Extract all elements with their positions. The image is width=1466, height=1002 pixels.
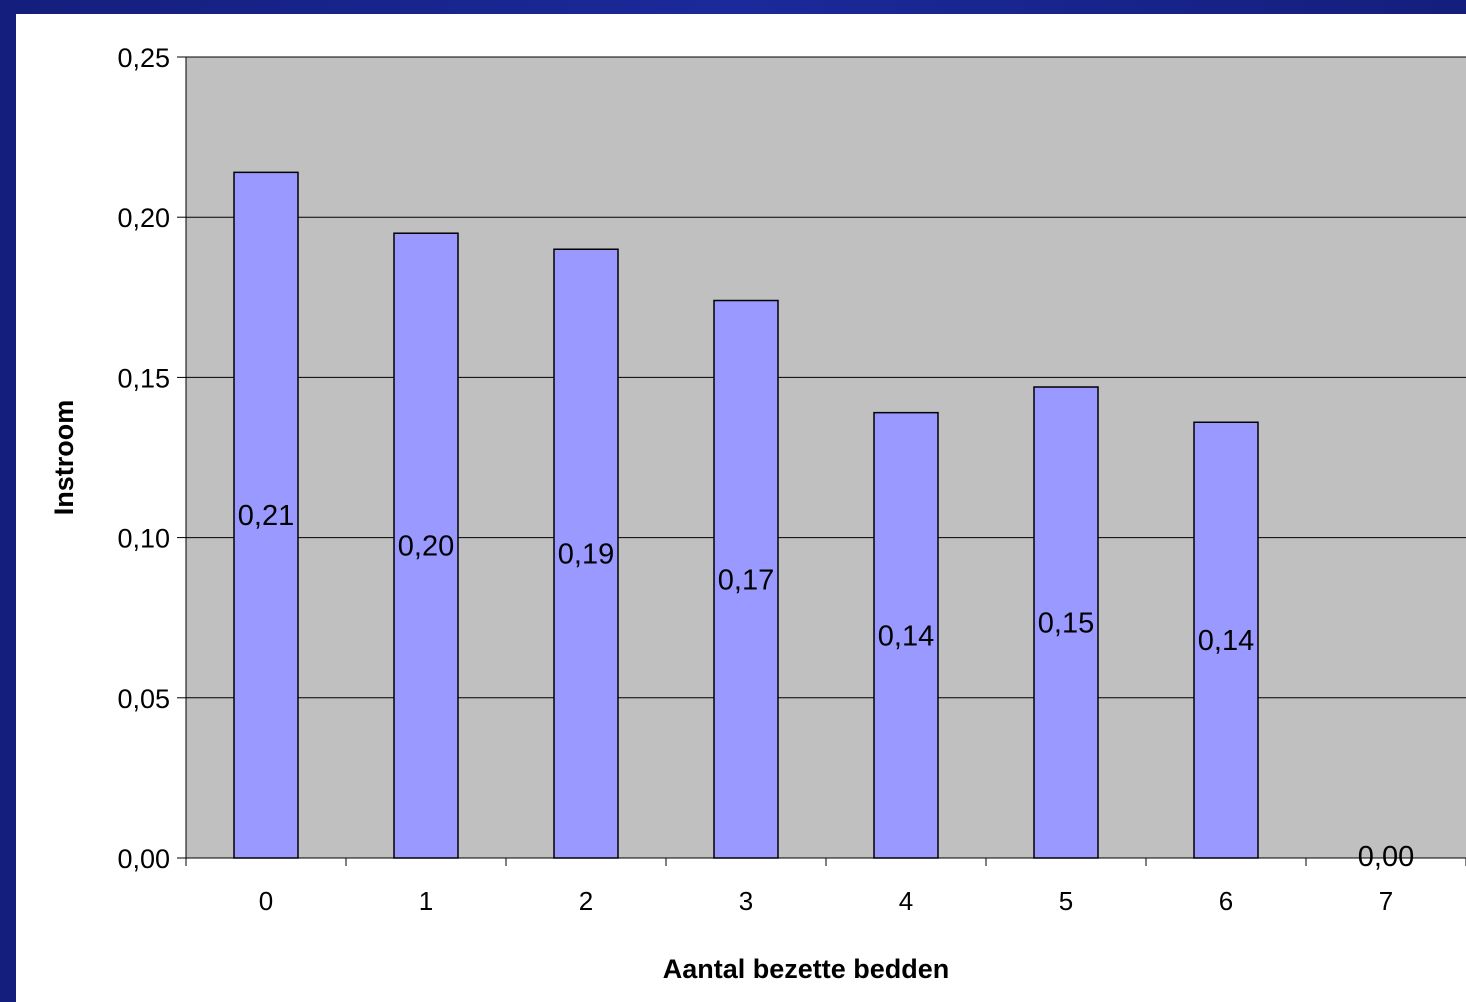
- x-tick-label: 2: [579, 886, 593, 916]
- y-axis-title: Instroom: [49, 400, 79, 516]
- y-tick-label: 0,25: [117, 43, 170, 73]
- x-tick-label: 1: [419, 886, 433, 916]
- x-tick-label: 5: [1059, 886, 1073, 916]
- axes: [185, 57, 1466, 866]
- data-label: 0,21: [238, 500, 294, 532]
- plot-area: [186, 57, 1466, 858]
- x-tick-label: 0: [259, 886, 273, 916]
- x-axis-title: Aantal bezette bedden: [663, 954, 950, 984]
- data-label: 0,17: [718, 564, 774, 596]
- x-tick-label: 4: [899, 886, 913, 916]
- data-label: 0,14: [1198, 625, 1254, 657]
- x-tick-label: 6: [1219, 886, 1233, 916]
- data-label: 0,00: [1358, 841, 1414, 873]
- data-label: 0,15: [1038, 608, 1094, 640]
- y-tick-label: 0,15: [117, 363, 170, 393]
- bar-4: [873, 411, 939, 859]
- bar-0: [233, 171, 299, 859]
- y-tick-label: 0,20: [117, 203, 170, 233]
- bar-3: [713, 299, 779, 859]
- data-label: 0,20: [398, 531, 454, 563]
- bar-6: [1193, 421, 1259, 859]
- bar-2: [553, 248, 619, 859]
- data-labels: 0,21 0,20 0,19 0,17 0,14 0,15 0,14 0,00: [238, 500, 1414, 873]
- y-tick-label: 0,05: [117, 684, 170, 714]
- data-label: 0,14: [878, 620, 934, 652]
- slide-border-left: [0, 0, 16, 1002]
- data-label: 0,19: [558, 539, 614, 571]
- y-tick-label: 0,00: [117, 844, 170, 874]
- x-tick-labels: 0 1 2 3 4 5 6 7: [259, 886, 1393, 916]
- x-tick-label: 7: [1379, 886, 1393, 916]
- y-tick-label: 0,10: [117, 524, 170, 554]
- bar-5: [1033, 386, 1099, 859]
- slide-border-top: [0, 0, 1466, 14]
- x-tick-label: 3: [739, 886, 753, 916]
- y-tick-labels: 0,00 0,05 0,10 0,15 0,20 0,25: [117, 43, 170, 874]
